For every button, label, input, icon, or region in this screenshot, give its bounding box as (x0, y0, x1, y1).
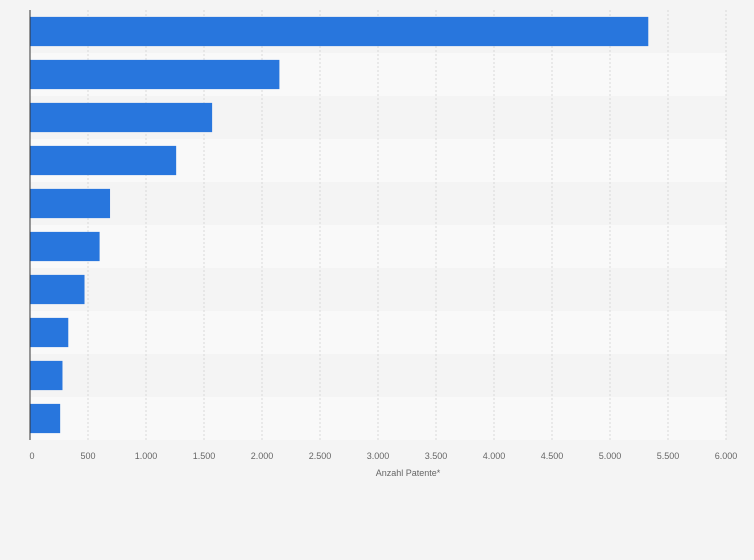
x-tick-label: 4.500 (541, 451, 564, 461)
bar[interactable] (30, 102, 213, 133)
bar[interactable] (30, 403, 61, 434)
x-tick-label: 4.000 (483, 451, 506, 461)
bar[interactable] (30, 274, 85, 305)
bars (30, 16, 649, 434)
x-tick-label: 0 (29, 451, 34, 461)
x-tick-label: 5.500 (657, 451, 680, 461)
x-tick-label: 3.500 (425, 451, 448, 461)
x-tick-label: 3.000 (367, 451, 390, 461)
x-tick-label: 6.000 (715, 451, 738, 461)
x-tick-label: 2.500 (309, 451, 332, 461)
x-tick-labels: 0 500 1.000 1.500 2.000 2.500 3.000 3.500 4.000 4… (29, 451, 737, 461)
x-tick-label: 5.000 (599, 451, 622, 461)
bar[interactable] (30, 16, 649, 47)
x-tick-label: 1.000 (135, 451, 158, 461)
bar[interactable] (30, 360, 63, 391)
x-tick-label: 2.000 (251, 451, 274, 461)
x-tick-label: 500 (80, 451, 95, 461)
x-axis-title: Anzahl Patente* (376, 468, 441, 478)
bar[interactable] (30, 59, 280, 90)
bar[interactable] (30, 145, 177, 176)
bar[interactable] (30, 317, 69, 348)
bar[interactable] (30, 188, 111, 219)
x-tick-label: 1.500 (193, 451, 216, 461)
bar[interactable] (30, 231, 100, 262)
